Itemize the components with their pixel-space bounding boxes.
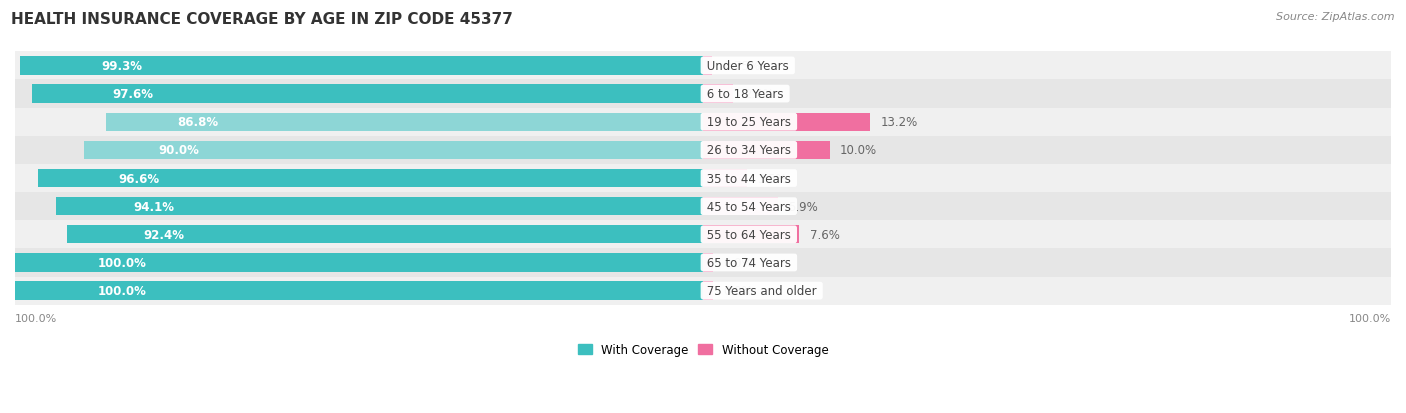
Bar bbox=[703, 197, 778, 216]
Text: 75 Years and older: 75 Years and older bbox=[703, 285, 820, 297]
Bar bbox=[703, 85, 734, 104]
Bar bbox=[67, 225, 703, 244]
Legend: With Coverage, Without Coverage: With Coverage, Without Coverage bbox=[572, 338, 834, 361]
Bar bbox=[38, 169, 703, 188]
Text: HEALTH INSURANCE COVERAGE BY AGE IN ZIP CODE 45377: HEALTH INSURANCE COVERAGE BY AGE IN ZIP … bbox=[11, 12, 513, 27]
Bar bbox=[15, 249, 1391, 277]
Text: 19 to 25 Years: 19 to 25 Years bbox=[703, 116, 794, 129]
Text: 6 to 18 Years: 6 to 18 Years bbox=[703, 88, 787, 101]
Text: 0.0%: 0.0% bbox=[724, 256, 754, 269]
Text: 100.0%: 100.0% bbox=[97, 285, 146, 297]
Bar bbox=[15, 80, 1391, 108]
Text: 94.1%: 94.1% bbox=[134, 200, 174, 213]
Bar bbox=[105, 113, 703, 132]
Text: 7.6%: 7.6% bbox=[810, 228, 839, 241]
Text: 26 to 34 Years: 26 to 34 Years bbox=[703, 144, 794, 157]
Text: 0.0%: 0.0% bbox=[724, 285, 754, 297]
Text: 35 to 44 Years: 35 to 44 Years bbox=[703, 172, 794, 185]
Text: Under 6 Years: Under 6 Years bbox=[703, 60, 793, 73]
Text: 100.0%: 100.0% bbox=[97, 256, 146, 269]
Bar bbox=[31, 85, 703, 104]
Bar bbox=[703, 57, 713, 76]
Text: 55 to 64 Years: 55 to 64 Years bbox=[703, 228, 794, 241]
Bar bbox=[15, 282, 703, 300]
Bar bbox=[15, 277, 1391, 305]
Bar bbox=[15, 254, 703, 272]
Text: Source: ZipAtlas.com: Source: ZipAtlas.com bbox=[1277, 12, 1395, 22]
Bar bbox=[56, 197, 703, 216]
Text: 100.0%: 100.0% bbox=[15, 313, 58, 323]
Bar bbox=[15, 221, 1391, 249]
Text: 92.4%: 92.4% bbox=[143, 228, 184, 241]
Bar bbox=[703, 225, 799, 244]
Bar bbox=[15, 136, 1391, 164]
Bar bbox=[20, 57, 703, 76]
Text: 3.5%: 3.5% bbox=[758, 172, 787, 185]
Text: 0.75%: 0.75% bbox=[723, 60, 759, 73]
Bar bbox=[703, 113, 870, 132]
Bar bbox=[15, 192, 1391, 221]
Text: 5.9%: 5.9% bbox=[787, 200, 818, 213]
Bar bbox=[703, 254, 713, 272]
Text: 100.0%: 100.0% bbox=[1348, 313, 1391, 323]
Bar bbox=[84, 141, 703, 160]
Text: 86.8%: 86.8% bbox=[177, 116, 218, 129]
Text: 90.0%: 90.0% bbox=[157, 144, 200, 157]
Text: 45 to 54 Years: 45 to 54 Years bbox=[703, 200, 794, 213]
Text: 65 to 74 Years: 65 to 74 Years bbox=[703, 256, 794, 269]
Text: 97.6%: 97.6% bbox=[112, 88, 153, 101]
Bar bbox=[703, 282, 713, 300]
Text: 96.6%: 96.6% bbox=[118, 172, 159, 185]
Bar bbox=[703, 141, 830, 160]
Bar bbox=[15, 108, 1391, 136]
Text: 99.3%: 99.3% bbox=[101, 60, 143, 73]
Bar bbox=[15, 52, 1391, 80]
Bar bbox=[703, 169, 748, 188]
Text: 13.2%: 13.2% bbox=[880, 116, 918, 129]
Bar bbox=[15, 164, 1391, 192]
Text: 2.4%: 2.4% bbox=[744, 88, 773, 101]
Text: 10.0%: 10.0% bbox=[839, 144, 877, 157]
